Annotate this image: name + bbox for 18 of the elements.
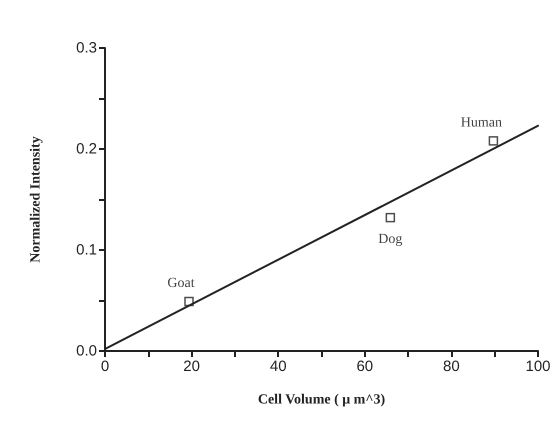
point: [386, 212, 396, 222]
x-tick-label: 20: [183, 358, 200, 375]
point: [488, 136, 498, 146]
point: [184, 296, 194, 306]
x-tick-label: 80: [443, 358, 460, 375]
x-axis-title: Cell Volume ( μ m^3): [258, 392, 386, 408]
x-tick-label: 40: [270, 358, 287, 375]
y-axis-title: Normalized Intensity: [28, 136, 44, 263]
y-tick-label: 0.0: [76, 342, 97, 360]
annotation: Goat: [167, 276, 195, 292]
x-tick-label: 100: [525, 358, 551, 375]
x-tick-label: 60: [356, 358, 374, 375]
y-tick-label: 0.1: [76, 242, 97, 258]
x-tick-label: 0: [100, 358, 110, 375]
annotation: Dog: [378, 232, 402, 248]
annotation: Human: [460, 115, 502, 130]
y-tick-label: 0.3: [76, 40, 97, 56]
y-tick-label: 0.2: [76, 140, 97, 158]
